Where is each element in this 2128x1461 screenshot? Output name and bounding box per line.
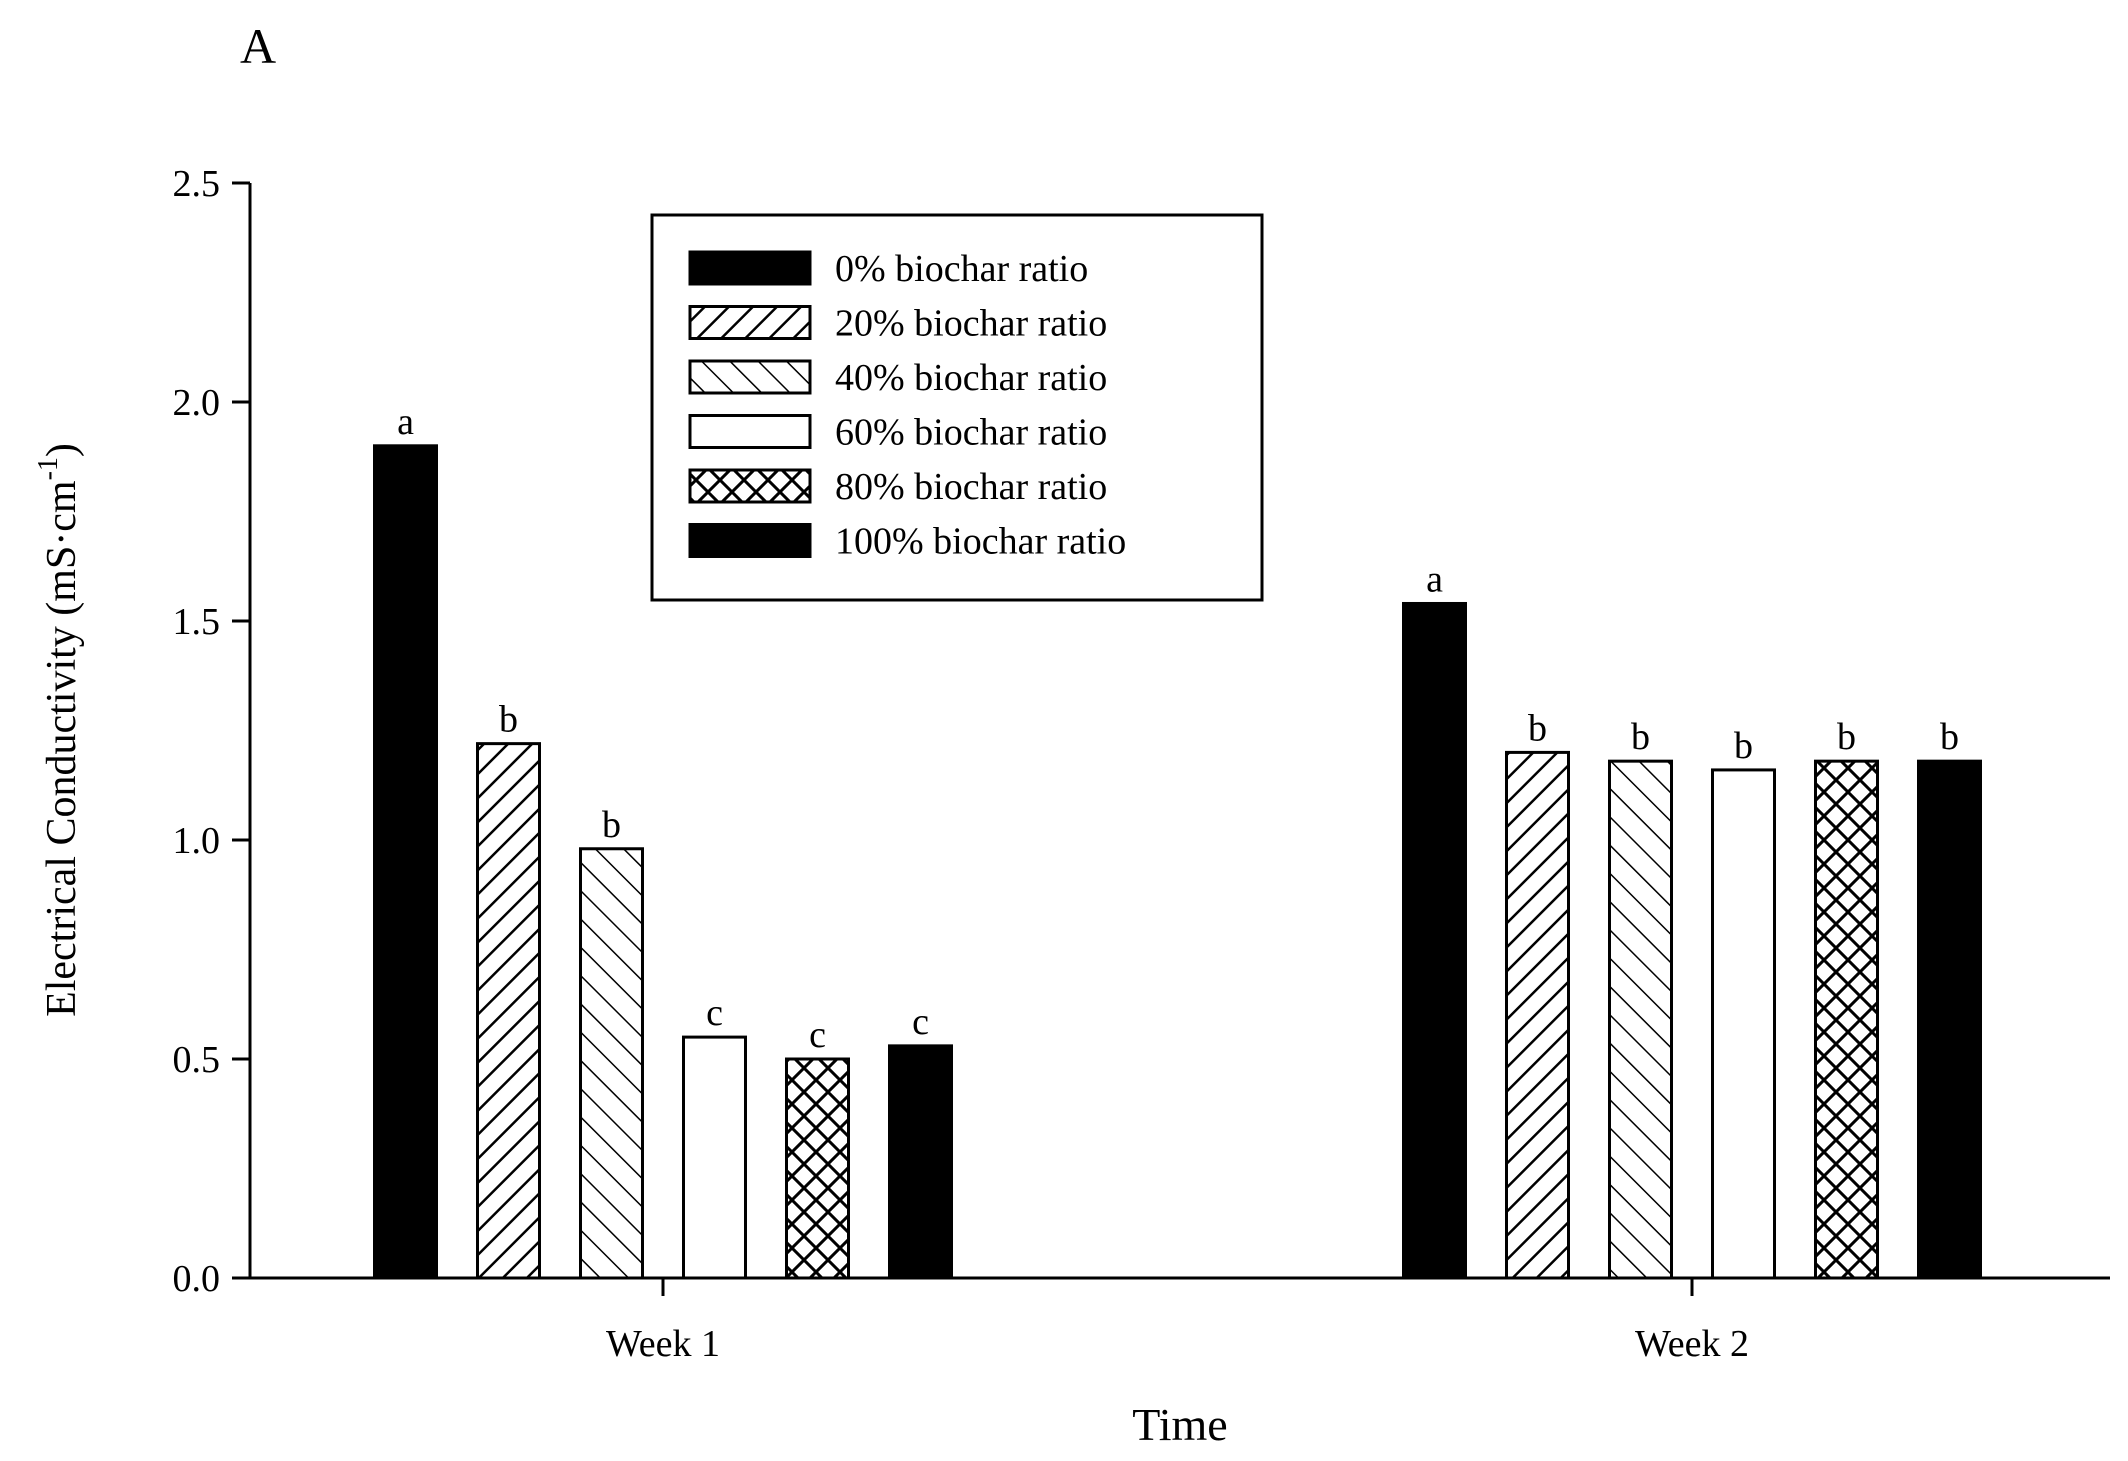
bar (1814, 759, 1879, 1280)
panel-label: A (240, 18, 276, 74)
legend-swatch (688, 359, 812, 395)
bar (476, 742, 541, 1280)
x-tick-label: Week 2 (1635, 1323, 1749, 1365)
significance-letter: b (499, 699, 518, 741)
bar (579, 847, 644, 1280)
legend: 0% biochar ratio 20% biochar ratio 40% bio… (650, 213, 1264, 602)
significance-letter: c (912, 1001, 929, 1043)
significance-letter: a (1426, 558, 1443, 600)
legend-swatch (688, 250, 812, 286)
y-axis-label: Electrical Conductivity (mS·cm-1) (33, 443, 85, 1017)
bar (1505, 750, 1570, 1280)
legend-swatch (688, 468, 812, 504)
bar (1608, 759, 1673, 1280)
x-axis: Week 1 Week 2 (250, 1276, 2110, 1365)
bar (1711, 768, 1776, 1280)
bars (373, 444, 1982, 1280)
y-tick-label: 2.0 (173, 382, 221, 424)
y-axis-label-close: ) (39, 443, 85, 457)
legend-label: 0% biochar ratio (835, 248, 1088, 290)
legend-swatch (688, 523, 812, 558)
significance-letter: c (809, 1014, 826, 1056)
legend-label: 20% biochar ratio (835, 303, 1107, 345)
y-axis: 0.0 0.5 1.0 1.5 2.0 2.5 (173, 163, 252, 1300)
bar (1402, 601, 1467, 1280)
bar (785, 1057, 850, 1280)
x-tick-label: Week 1 (606, 1323, 720, 1365)
significance-letter: b (1734, 725, 1753, 767)
y-tick-label: 0.0 (173, 1258, 221, 1300)
legend-label: 80% biochar ratio (835, 466, 1107, 508)
significance-letter: c (706, 992, 723, 1034)
legend-swatch (688, 414, 812, 449)
significance-letter: b (1837, 716, 1856, 758)
legend-label: 40% biochar ratio (835, 357, 1107, 399)
bar (373, 444, 438, 1280)
y-tick-label: 0.5 (173, 1039, 221, 1081)
y-tick-label: 1.5 (173, 601, 221, 643)
significance-letter: b (1528, 707, 1547, 749)
significance-letter: b (1631, 716, 1650, 758)
x-axis-label: Time (1132, 1399, 1227, 1450)
bar (888, 1044, 953, 1280)
significance-letter: a (397, 401, 414, 443)
legend-swatch (688, 305, 812, 340)
y-axis-label-main: Electrical Conductivity (mS·cm (39, 480, 85, 1017)
bar (682, 1035, 747, 1280)
legend-label: 60% biochar ratio (835, 412, 1107, 454)
bar (1917, 759, 1982, 1280)
legend-label: 100% biochar ratio (835, 521, 1126, 563)
significance-letters: a b b c c c a b b b b b (397, 401, 1959, 1056)
significance-letter: b (602, 804, 621, 846)
y-tick-label: 1.0 (173, 820, 221, 862)
y-tick-label: 2.5 (173, 163, 221, 205)
y-axis-label-superscript: -1 (33, 457, 64, 480)
significance-letter: b (1940, 716, 1959, 758)
